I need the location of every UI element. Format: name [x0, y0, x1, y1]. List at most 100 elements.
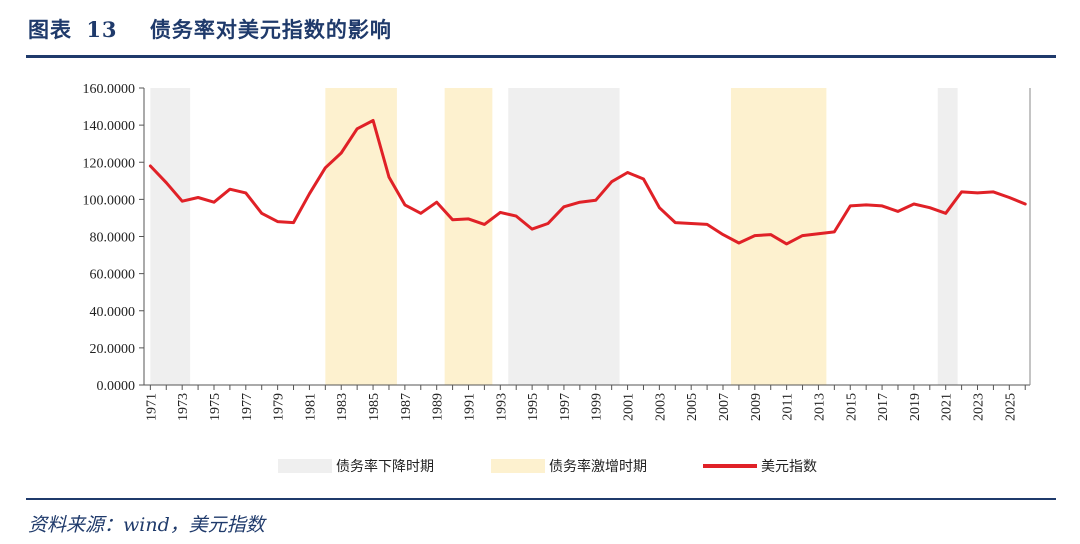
legend-label-debt_surge: 债务率激增时期: [549, 458, 647, 475]
data-point: [753, 234, 757, 237]
band-debt_decline-0: [150, 88, 191, 385]
data-point: [562, 205, 566, 208]
source-note: 资料来源：wind，美元指数: [28, 514, 265, 536]
x-tick-label: 1995: [526, 393, 541, 421]
data-point: [833, 230, 836, 234]
x-tick-label: 1981: [303, 393, 318, 421]
data-point: [769, 233, 772, 236]
figure-label: 图表: [28, 17, 72, 42]
series-layer: [148, 119, 1027, 246]
x-tick-label: 2019: [908, 393, 923, 421]
x-tick-label: 2017: [876, 393, 891, 421]
x-tick-label: 1971: [144, 393, 159, 421]
data-point: [387, 175, 391, 179]
x-tick-label: 2013: [812, 393, 827, 421]
legend-swatch-debt_surge: [491, 459, 545, 473]
legend-swatch-debt_decline: [278, 459, 332, 473]
data-point: [689, 222, 693, 225]
data-point: [817, 232, 820, 235]
data-point: [944, 212, 947, 215]
data-point: [355, 127, 359, 131]
x-tick-label: 2023: [972, 393, 987, 421]
data-point: [324, 166, 327, 170]
data-point: [658, 206, 661, 209]
data-point: [212, 200, 216, 204]
x-tick-label: 1975: [208, 393, 223, 421]
y-tick-label: 40.0000: [90, 305, 136, 320]
data-point: [880, 204, 884, 208]
x-tick-label: 2001: [622, 393, 637, 421]
x-tick-label: 1991: [462, 393, 477, 421]
data-point: [705, 223, 709, 226]
bands-layer: [150, 88, 958, 385]
data-point: [165, 181, 168, 184]
band-debt_decline-5: [937, 88, 958, 385]
x-tick-label: 2021: [940, 393, 955, 421]
x-tick-label: 1979: [272, 393, 287, 421]
y-tick-label: 160.0000: [83, 82, 136, 97]
x-tick-label: 2003: [653, 393, 668, 421]
legend-label-usd_index: 美元指数: [761, 459, 817, 475]
band-debt_surge-4: [730, 88, 827, 385]
data-point: [371, 119, 375, 122]
x-tick-label: 1989: [431, 393, 446, 421]
data-point: [960, 190, 963, 194]
data-point: [419, 212, 422, 215]
x-tick-label: 1985: [367, 393, 382, 421]
data-point: [196, 196, 200, 199]
data-point: [1008, 196, 1011, 199]
data-point: [292, 221, 295, 224]
x-tick-label: 2011: [781, 393, 796, 420]
x-tick-label: 1987: [399, 393, 414, 421]
data-point: [467, 217, 470, 221]
top-rule: [26, 55, 1056, 58]
data-point: [149, 164, 152, 168]
data-point: [928, 206, 931, 209]
figure-title: 图表 13 债务率对美元指数的影响: [28, 14, 392, 44]
band-debt_decline-3: [508, 88, 620, 385]
data-point: [1024, 202, 1027, 206]
bottom-rule: [26, 498, 1056, 500]
data-point: [435, 200, 438, 204]
data-point: [180, 200, 184, 203]
x-tick-label: 1983: [335, 393, 350, 421]
data-point: [578, 200, 582, 204]
x-tick-label: 2005: [685, 393, 700, 421]
data-point: [912, 202, 916, 206]
legend-label-debt_decline: 债务率下降时期: [336, 458, 434, 475]
data-point: [674, 221, 677, 224]
series-line-usd-index: [148, 119, 1027, 246]
data-point: [801, 234, 804, 237]
data-point: [642, 177, 645, 181]
x-tick-label: 1977: [240, 393, 255, 421]
data-point: [515, 214, 518, 218]
legend-layer: 债务率下降时期 债务率激增时期 美元指数: [278, 458, 817, 475]
data-point: [626, 171, 629, 174]
data-point: [896, 210, 900, 213]
data-point: [228, 187, 232, 191]
figure-title-text: 债务率对美元指数的影响: [149, 17, 392, 42]
x-tick-label: 1999: [590, 393, 605, 421]
y-tick-label: 100.0000: [83, 193, 136, 208]
y-tick-label: 60.0000: [90, 268, 136, 283]
data-point: [276, 220, 279, 223]
data-point: [244, 191, 248, 195]
y-tick-label: 80.0000: [90, 231, 136, 246]
data-point: [721, 233, 725, 236]
data-point: [483, 223, 486, 226]
data-point: [260, 212, 263, 215]
data-point: [546, 222, 550, 225]
x-tick-label: 1973: [176, 393, 191, 421]
data-point: [849, 204, 852, 208]
x-tick-label: 2015: [844, 393, 859, 421]
data-point: [610, 180, 613, 183]
y-tick-label: 20.0000: [90, 342, 136, 357]
axes-layer: 0.0000 20.0000 40.0000 60.0000 80.0000 100.00…: [83, 82, 1031, 421]
y-tick-label: 140.0000: [83, 119, 136, 134]
y-tick-label: 0.0000: [97, 379, 136, 394]
band-debt_surge-1: [325, 88, 397, 385]
x-tick-label: 1997: [558, 393, 573, 421]
x-tick-label: 2007: [717, 393, 732, 421]
x-tick-label: 2025: [1003, 393, 1018, 421]
band-debt_surge-2: [444, 88, 493, 385]
